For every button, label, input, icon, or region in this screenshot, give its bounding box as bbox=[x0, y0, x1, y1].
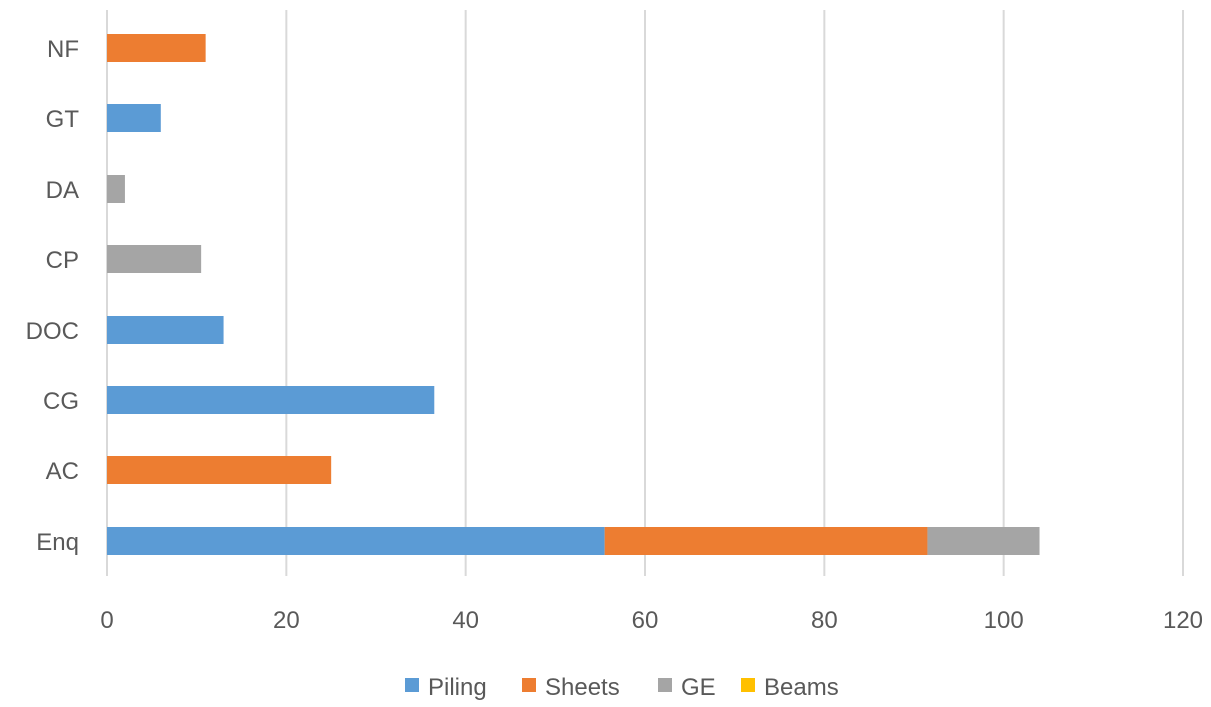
legend-label-piling: Piling bbox=[428, 674, 487, 701]
bar-enq-sheets bbox=[604, 527, 928, 555]
category-labels: Enq AC CG DOC CP DA GT NF bbox=[26, 36, 80, 556]
bar-enq-ge bbox=[927, 527, 1040, 555]
x-tick-label-120: 120 bbox=[1163, 607, 1203, 634]
category-label-cg: CG bbox=[43, 388, 79, 415]
legend: Piling Sheets GE Beams bbox=[405, 674, 839, 701]
bar-cg-piling bbox=[107, 386, 435, 414]
gridlines bbox=[106, 10, 1184, 576]
category-label-enq: Enq bbox=[36, 529, 79, 556]
legend-label-sheets: Sheets bbox=[545, 674, 620, 701]
x-tick-label-0: 0 bbox=[100, 607, 113, 634]
category-label-nf: NF bbox=[47, 36, 79, 63]
bars bbox=[107, 34, 1040, 555]
x-tick-label-40: 40 bbox=[452, 607, 479, 634]
bar-doc-piling bbox=[107, 316, 224, 344]
legend-swatch-piling bbox=[405, 678, 419, 692]
x-tick-label-80: 80 bbox=[811, 607, 838, 634]
x-tick-label-60: 60 bbox=[632, 607, 659, 634]
category-label-da: DA bbox=[46, 177, 79, 204]
legend-swatch-sheets bbox=[522, 678, 536, 692]
x-tick-label-20: 20 bbox=[273, 607, 300, 634]
x-tick-label-100: 100 bbox=[984, 607, 1024, 634]
bar-gt-piling bbox=[107, 104, 161, 132]
bar-cp-ge bbox=[107, 245, 202, 273]
legend-label-ge: GE bbox=[681, 674, 716, 701]
bar-ac-sheets bbox=[107, 456, 332, 484]
x-tick-labels: 0 20 40 60 80 100 120 bbox=[100, 607, 1203, 634]
category-label-cp: CP bbox=[46, 247, 79, 274]
bar-da-ge bbox=[107, 175, 125, 203]
bar-nf-sheets bbox=[107, 34, 206, 62]
legend-swatch-ge bbox=[658, 678, 672, 692]
category-label-doc: DOC bbox=[26, 318, 79, 345]
legend-label-beams: Beams bbox=[764, 674, 839, 701]
category-label-ac: AC bbox=[46, 458, 79, 485]
category-label-gt: GT bbox=[46, 106, 80, 133]
legend-swatch-beams bbox=[741, 678, 755, 692]
bar-enq-piling bbox=[107, 527, 605, 555]
